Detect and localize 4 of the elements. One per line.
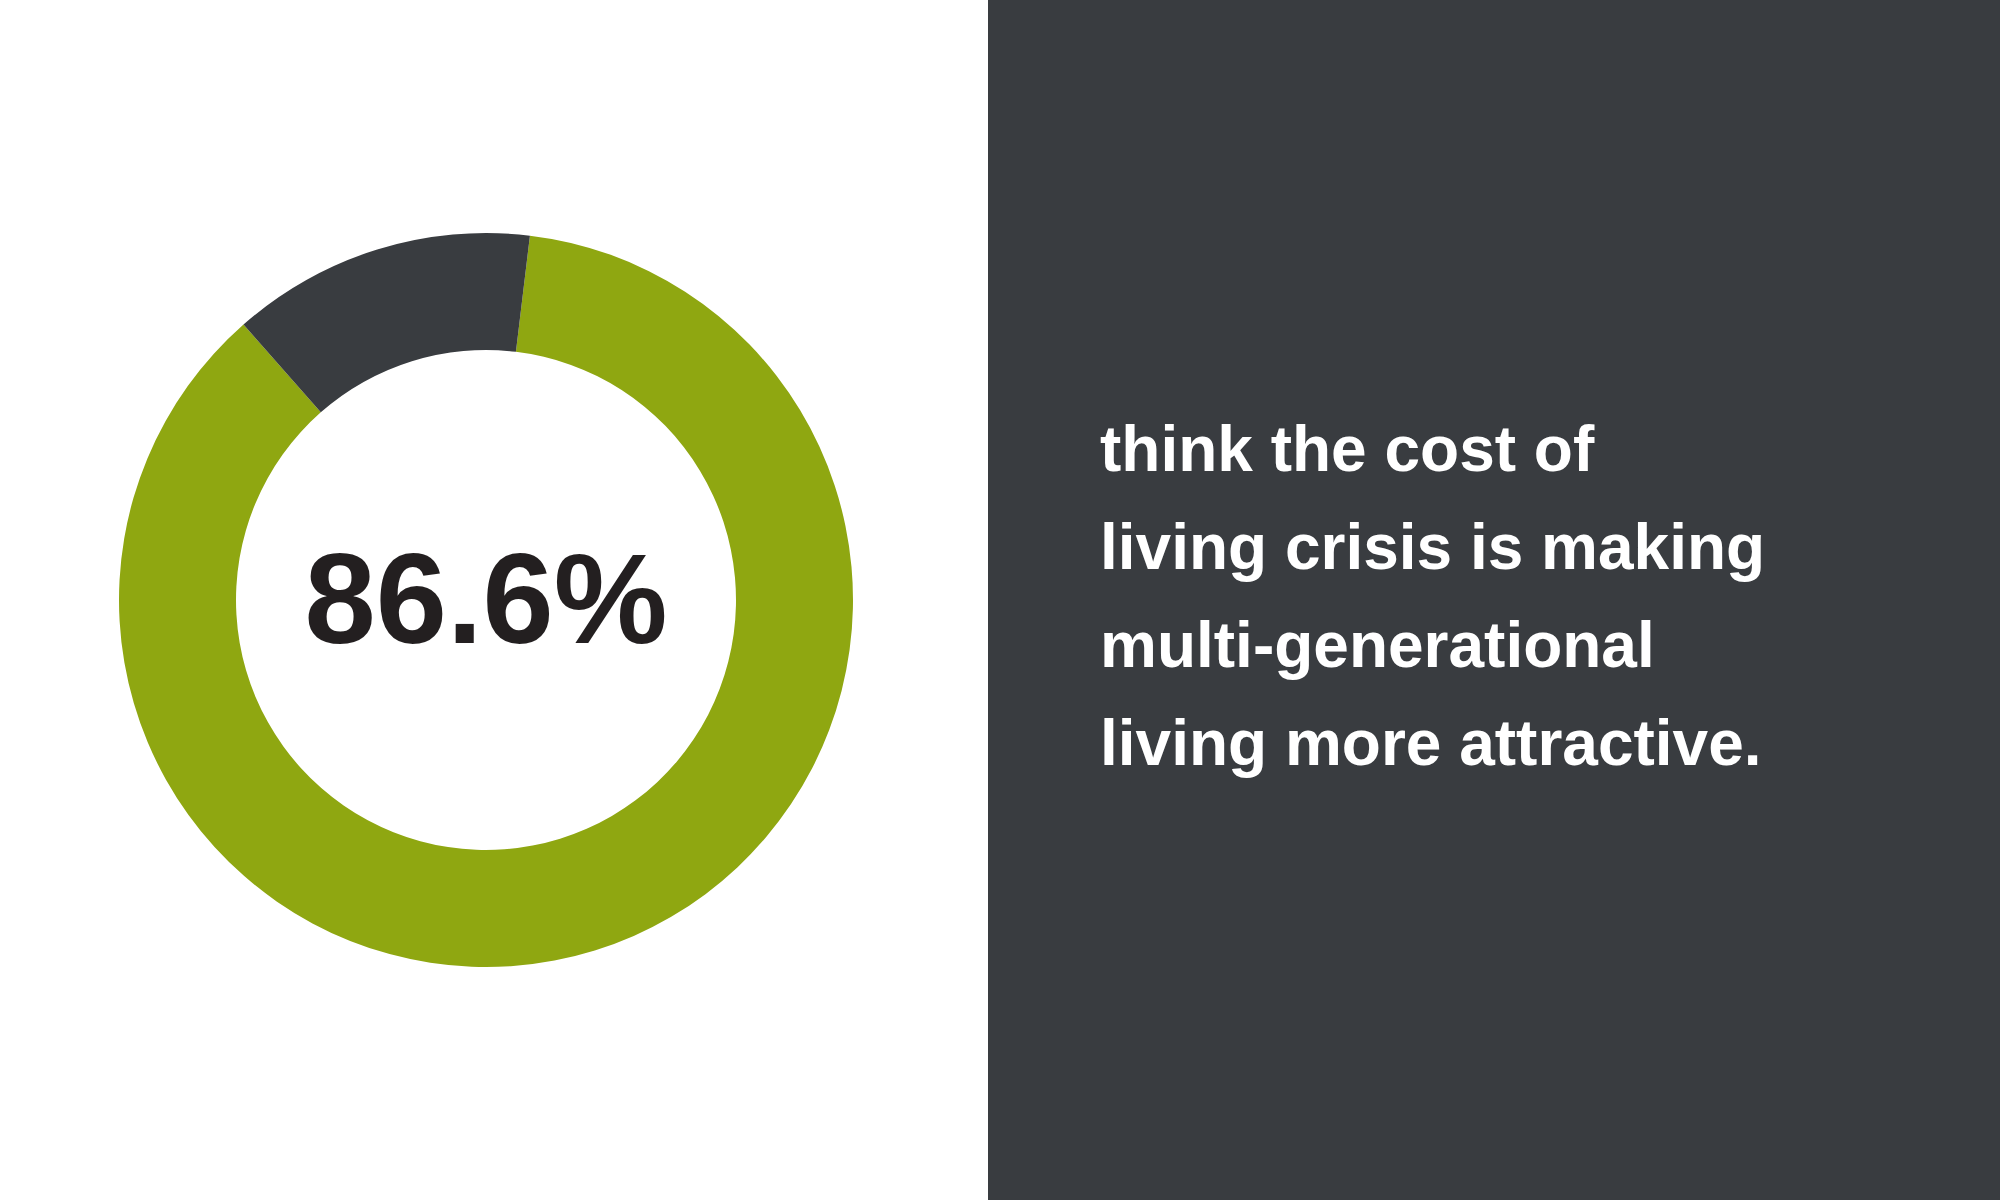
donut-slice — [243, 233, 530, 413]
data-label: 86.6% — [304, 527, 668, 670]
donut-slice — [119, 235, 853, 967]
text: think the cost of living crisis is making multi-generational living more attractive. — [1100, 413, 1766, 779]
